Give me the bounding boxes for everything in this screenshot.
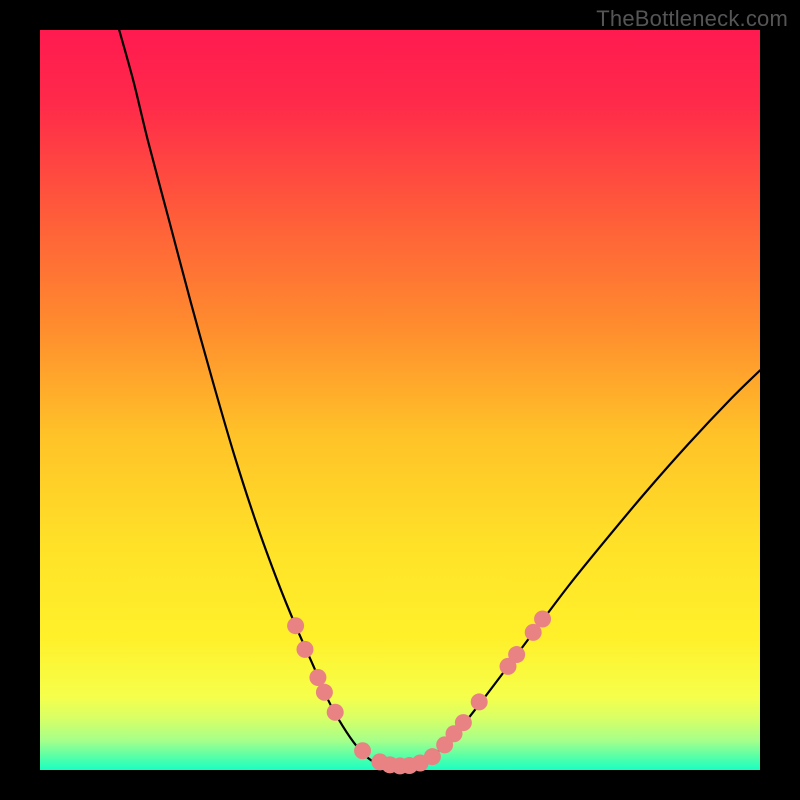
marker-dot [471,693,488,710]
bottleneck-chart [0,0,800,800]
marker-dot [287,617,304,634]
marker-dot [424,748,441,765]
marker-dot [309,669,326,686]
marker-dot [296,641,313,658]
marker-dot [316,684,333,701]
marker-dot [508,646,525,663]
marker-dot [455,714,472,731]
marker-dot [534,611,551,628]
marker-dot [354,742,371,759]
watermark-text: TheBottleneck.com [596,6,788,32]
marker-dot [327,704,344,721]
